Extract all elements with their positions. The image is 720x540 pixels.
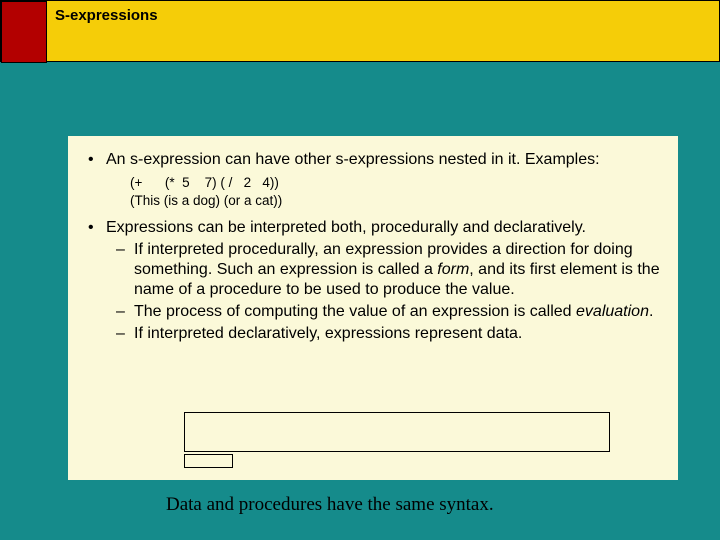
footer-text: Data and procedures have the same syntax… [166,494,494,516]
title-bar: S-expressions [0,0,720,62]
code-examples: (+ (* 5 7) ( / 2 4)) (This (is a dog) (o… [130,174,660,210]
accent-box [1,1,47,63]
highlight-box-2 [184,454,233,468]
sub-2-a: The process of computing the value of an… [134,303,576,320]
sub-2: The process of computing the value of an… [106,302,660,322]
code-line-1: (+ (* 5 7) ( / 2 4)) [130,174,660,192]
bullet-list: An s-expression can have other s-express… [82,150,660,170]
sub-3: If interpreted declaratively, expression… [106,324,660,344]
code-line-2: (This (is a dog) (or a cat)) [130,192,660,210]
bullet-1: An s-expression can have other s-express… [82,150,660,170]
sub-1: If interpreted procedurally, an expressi… [106,240,660,300]
bullet-2: Expressions can be interpreted both, pro… [82,218,660,344]
sub-2-c: . [649,303,653,320]
sub-list: If interpreted procedurally, an expressi… [106,240,660,344]
content-panel: An s-expression can have other s-express… [68,136,678,480]
sub-1-form: form [437,261,469,278]
bullet-list-2: Expressions can be interpreted both, pro… [82,218,660,344]
sub-2-eval: evaluation [576,303,649,320]
slide-title: S-expressions [55,7,158,24]
highlight-box-1 [184,412,610,452]
bullet-2-text: Expressions can be interpreted both, pro… [106,219,586,236]
